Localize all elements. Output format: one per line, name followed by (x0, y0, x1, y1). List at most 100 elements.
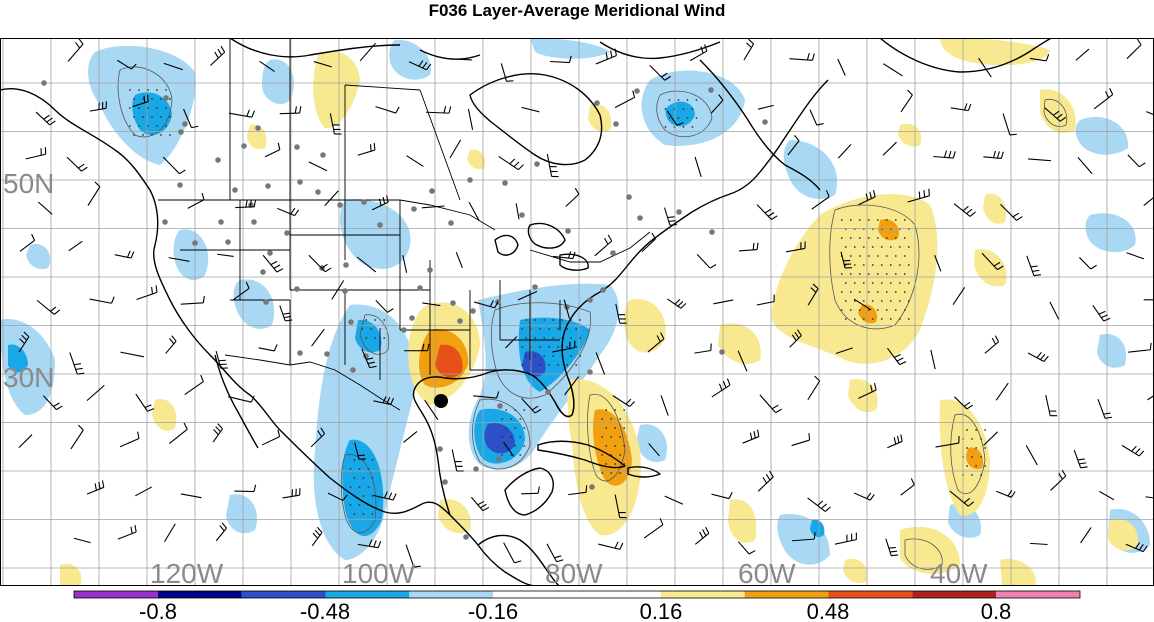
station-dot (260, 269, 266, 275)
wind-barb (710, 94, 724, 114)
station-dot (587, 297, 593, 303)
stipple-dot (601, 472, 604, 474)
graticule (0, 38, 1154, 586)
contour-line (829, 204, 920, 330)
stipple-dot (862, 300, 865, 302)
wind-barb (563, 299, 570, 319)
wind-barb (277, 207, 300, 217)
station-dot (502, 180, 508, 186)
wind-barb (882, 141, 897, 156)
stipple-dot (885, 255, 888, 257)
stipple-dot (133, 134, 135, 136)
stipple-dot (623, 445, 626, 447)
wind-barb (1075, 48, 1090, 61)
wind-barb (87, 181, 101, 206)
wind-barb (279, 106, 302, 115)
wind-barb (1145, 496, 1154, 499)
station-dot (241, 143, 247, 149)
wind-barb (952, 287, 966, 305)
wind-barb (86, 384, 105, 402)
wind-barb (949, 490, 975, 507)
stipple-dot (858, 255, 861, 257)
wind-barb (228, 109, 255, 118)
negative-region (636, 424, 668, 462)
wind-barb (711, 492, 733, 500)
wind-barb (36, 299, 61, 315)
colorbar-tick-label: 0.16 (640, 599, 683, 622)
station-dots (41, 80, 768, 540)
wind-barb (1028, 158, 1051, 162)
wind-barb (935, 436, 960, 448)
stipple-dot (984, 465, 987, 467)
wind-barb (615, 303, 627, 324)
stipple-dot (876, 291, 879, 293)
greenland (879, 38, 1053, 73)
wind-barb (1147, 394, 1154, 401)
wind-barb (18, 331, 30, 353)
stipple-dot (849, 309, 852, 311)
station-dot (337, 202, 343, 208)
colorbar-swatch (828, 591, 913, 598)
stipple-dot (619, 472, 622, 474)
stipple-dot (605, 409, 608, 411)
stipple-dot (557, 364, 560, 366)
wind-barb (887, 434, 903, 449)
wind-barb (595, 352, 606, 375)
colorbar-tick-label: 0.48 (807, 599, 850, 622)
stipple-dot (349, 504, 352, 506)
station-dot (429, 188, 435, 194)
stipple-dot (543, 355, 546, 357)
wind-barb (42, 395, 63, 411)
location-marker (434, 394, 448, 408)
stipple-dot (695, 99, 698, 101)
positive-region (313, 51, 360, 129)
state-province-borders (158, 38, 651, 411)
wind-barb (595, 48, 617, 65)
wind-barb (215, 350, 228, 369)
stipple-dot (623, 409, 626, 411)
colorbar-swatch (409, 591, 494, 598)
wind-barb (324, 190, 339, 206)
station-dot (177, 182, 183, 188)
station-dot (417, 285, 423, 291)
stipple-dot (840, 219, 843, 221)
stipple-dot (885, 291, 888, 293)
positive-region (435, 344, 463, 378)
negative-region (226, 494, 258, 534)
wind-barb (308, 254, 332, 273)
negative-region (340, 199, 411, 269)
wind-barb (89, 296, 115, 304)
stipple-dot (557, 328, 560, 330)
lon-label-80w: 80W (545, 558, 603, 586)
wind-barb (132, 94, 149, 108)
us-state-borders (180, 200, 561, 380)
colorbar-swatch (241, 591, 326, 598)
stipple-dot (519, 454, 522, 456)
stipple-dot (664, 108, 667, 110)
stipple-dot (579, 355, 582, 357)
wind-barb (934, 254, 942, 272)
wind-barb (373, 396, 395, 406)
wind-barb (737, 350, 748, 372)
stipple-dot (129, 89, 131, 91)
wind-barb (789, 53, 815, 61)
chart-title: F036 Layer-Average Meridional Wind (428, 1, 726, 20)
colorbar-swatch (493, 591, 577, 598)
wind-barb (455, 252, 463, 269)
stipple-dot (552, 319, 555, 321)
stipple-dot (876, 309, 879, 311)
stipple-dot (885, 309, 888, 311)
stipple-dot (844, 246, 847, 248)
wind-barb (217, 253, 234, 257)
wind-barb (117, 525, 137, 540)
stipple-dot (519, 418, 522, 420)
lat-label-50n: 50N (3, 168, 54, 199)
stipple-dot (133, 116, 135, 118)
wind-barb (1000, 203, 1023, 221)
stipple-dot (840, 309, 843, 311)
wind-barb (713, 299, 734, 305)
stipple-dot (353, 459, 356, 461)
yucatan-coast (504, 467, 554, 516)
stipple-dot (614, 427, 617, 429)
stipple-dot (501, 436, 504, 438)
